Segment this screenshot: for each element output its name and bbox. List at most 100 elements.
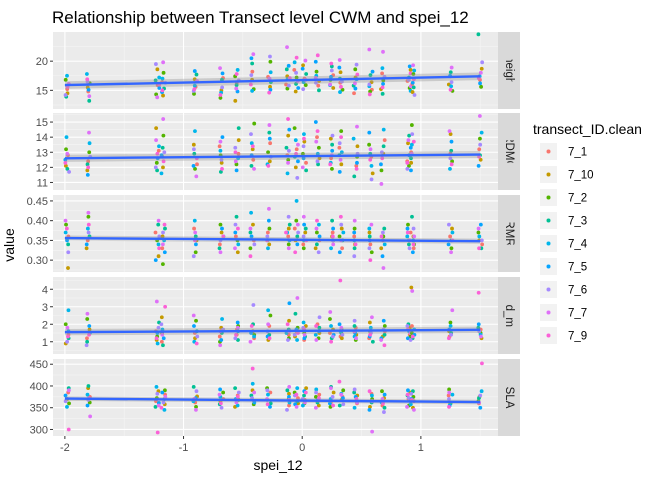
point-7_9 bbox=[267, 336, 272, 341]
x-tick-label: -1 bbox=[179, 442, 189, 454]
point-7_9 bbox=[303, 390, 308, 395]
point-7_10 bbox=[355, 144, 360, 149]
point-7_7 bbox=[301, 214, 306, 219]
point-7_5 bbox=[405, 336, 410, 341]
trend-line bbox=[64, 397, 481, 404]
point-7_9 bbox=[315, 129, 320, 134]
point-7_6 bbox=[161, 230, 165, 235]
point-7_9 bbox=[64, 226, 69, 231]
point-7_2 bbox=[252, 121, 257, 126]
y-tick-label: 0.30 bbox=[27, 255, 48, 267]
point-7_7 bbox=[267, 123, 272, 127]
point-7_2 bbox=[328, 317, 332, 321]
point-7_4 bbox=[252, 334, 256, 339]
point-7_9 bbox=[66, 427, 71, 432]
point-7_6 bbox=[478, 393, 483, 398]
point-7_5 bbox=[408, 145, 413, 150]
legend-key-point bbox=[546, 241, 551, 246]
point-7_6 bbox=[369, 177, 374, 182]
point-7_5 bbox=[476, 322, 481, 327]
point-7_1 bbox=[286, 234, 291, 239]
point-7_4 bbox=[313, 332, 318, 337]
point-7_6 bbox=[63, 93, 68, 97]
point-7_7 bbox=[63, 218, 68, 223]
point-7_4 bbox=[329, 246, 333, 251]
point-7_2 bbox=[292, 126, 297, 130]
point-7_4 bbox=[409, 142, 414, 147]
point-7_5 bbox=[235, 89, 240, 94]
point-7_10 bbox=[409, 160, 414, 165]
point-7_5 bbox=[219, 338, 224, 342]
point-7_2 bbox=[339, 129, 344, 134]
point-7_10 bbox=[87, 327, 92, 332]
point-7_5 bbox=[381, 318, 386, 323]
point-7_5 bbox=[161, 336, 166, 341]
point-7_2 bbox=[409, 123, 414, 127]
point-7_6 bbox=[65, 339, 70, 344]
x-tick-label: 0 bbox=[299, 442, 305, 454]
legend-entries: 7_1 7_10 7_2 7_3 7_4 7_5 7_6 7_7 7_9 bbox=[540, 143, 594, 344]
point-7_2 bbox=[86, 214, 91, 219]
point-7_5 bbox=[157, 86, 162, 90]
point-7_9 bbox=[339, 135, 343, 140]
point-7_7 bbox=[155, 95, 160, 100]
point-7_4 bbox=[294, 199, 299, 203]
point-7_5 bbox=[337, 322, 342, 327]
point-7_6 bbox=[339, 79, 344, 84]
point-7_3 bbox=[293, 311, 298, 316]
facet-strip bbox=[498, 359, 520, 436]
point-7_10 bbox=[316, 403, 321, 408]
point-7_6 bbox=[314, 80, 318, 85]
point-7_6 bbox=[409, 391, 414, 396]
point-7_6 bbox=[251, 303, 256, 307]
point-7_1 bbox=[159, 339, 164, 344]
point-7_9 bbox=[159, 405, 164, 410]
point-7_5 bbox=[301, 156, 306, 161]
point-7_1 bbox=[86, 159, 91, 164]
legend-entry-7_2: 7_2 bbox=[540, 189, 587, 206]
point-7_9 bbox=[477, 154, 481, 159]
point-7_4 bbox=[479, 389, 484, 394]
point-7_6 bbox=[301, 234, 306, 239]
point-7_7 bbox=[191, 313, 196, 318]
point-7_4 bbox=[405, 234, 410, 239]
point-7_5 bbox=[331, 226, 336, 231]
point-7_2 bbox=[67, 401, 71, 406]
point-7_6 bbox=[405, 324, 410, 328]
y-tick-label: 14 bbox=[36, 132, 48, 144]
point-7_7 bbox=[161, 117, 166, 121]
point-7_4 bbox=[302, 132, 306, 137]
point-7_10 bbox=[409, 285, 414, 290]
point-7_3 bbox=[370, 339, 375, 344]
point-7_9 bbox=[294, 392, 299, 397]
point-7_3 bbox=[337, 403, 342, 408]
point-7_5 bbox=[476, 163, 481, 168]
point-7_5 bbox=[327, 401, 332, 406]
point-7_1 bbox=[480, 242, 485, 247]
point-7_5 bbox=[341, 396, 345, 401]
point-7_4 bbox=[450, 230, 455, 235]
point-7_3 bbox=[287, 222, 292, 227]
point-7_2 bbox=[367, 142, 372, 147]
point-7_5 bbox=[446, 242, 451, 247]
legend-entry-7_6: 7_6 bbox=[540, 281, 587, 298]
point-7_1 bbox=[294, 147, 299, 152]
point-7_6 bbox=[268, 54, 272, 59]
point-7_3 bbox=[285, 388, 290, 393]
point-7_9 bbox=[379, 234, 384, 239]
point-7_4 bbox=[157, 75, 162, 80]
legend-label: 7_2 bbox=[568, 193, 587, 205]
point-7_10 bbox=[154, 126, 159, 130]
point-7_9 bbox=[194, 341, 199, 346]
point-7_7 bbox=[248, 226, 253, 231]
y-tick-label: 0.40 bbox=[27, 216, 48, 228]
point-7_7 bbox=[218, 139, 223, 144]
point-7_7 bbox=[234, 400, 239, 405]
point-7_2 bbox=[161, 70, 166, 75]
point-7_3 bbox=[153, 78, 158, 83]
point-7_5 bbox=[192, 324, 196, 328]
point-7_1 bbox=[304, 160, 308, 165]
point-7_3 bbox=[87, 98, 92, 103]
point-7_2 bbox=[161, 262, 165, 267]
point-7_3 bbox=[317, 88, 321, 93]
